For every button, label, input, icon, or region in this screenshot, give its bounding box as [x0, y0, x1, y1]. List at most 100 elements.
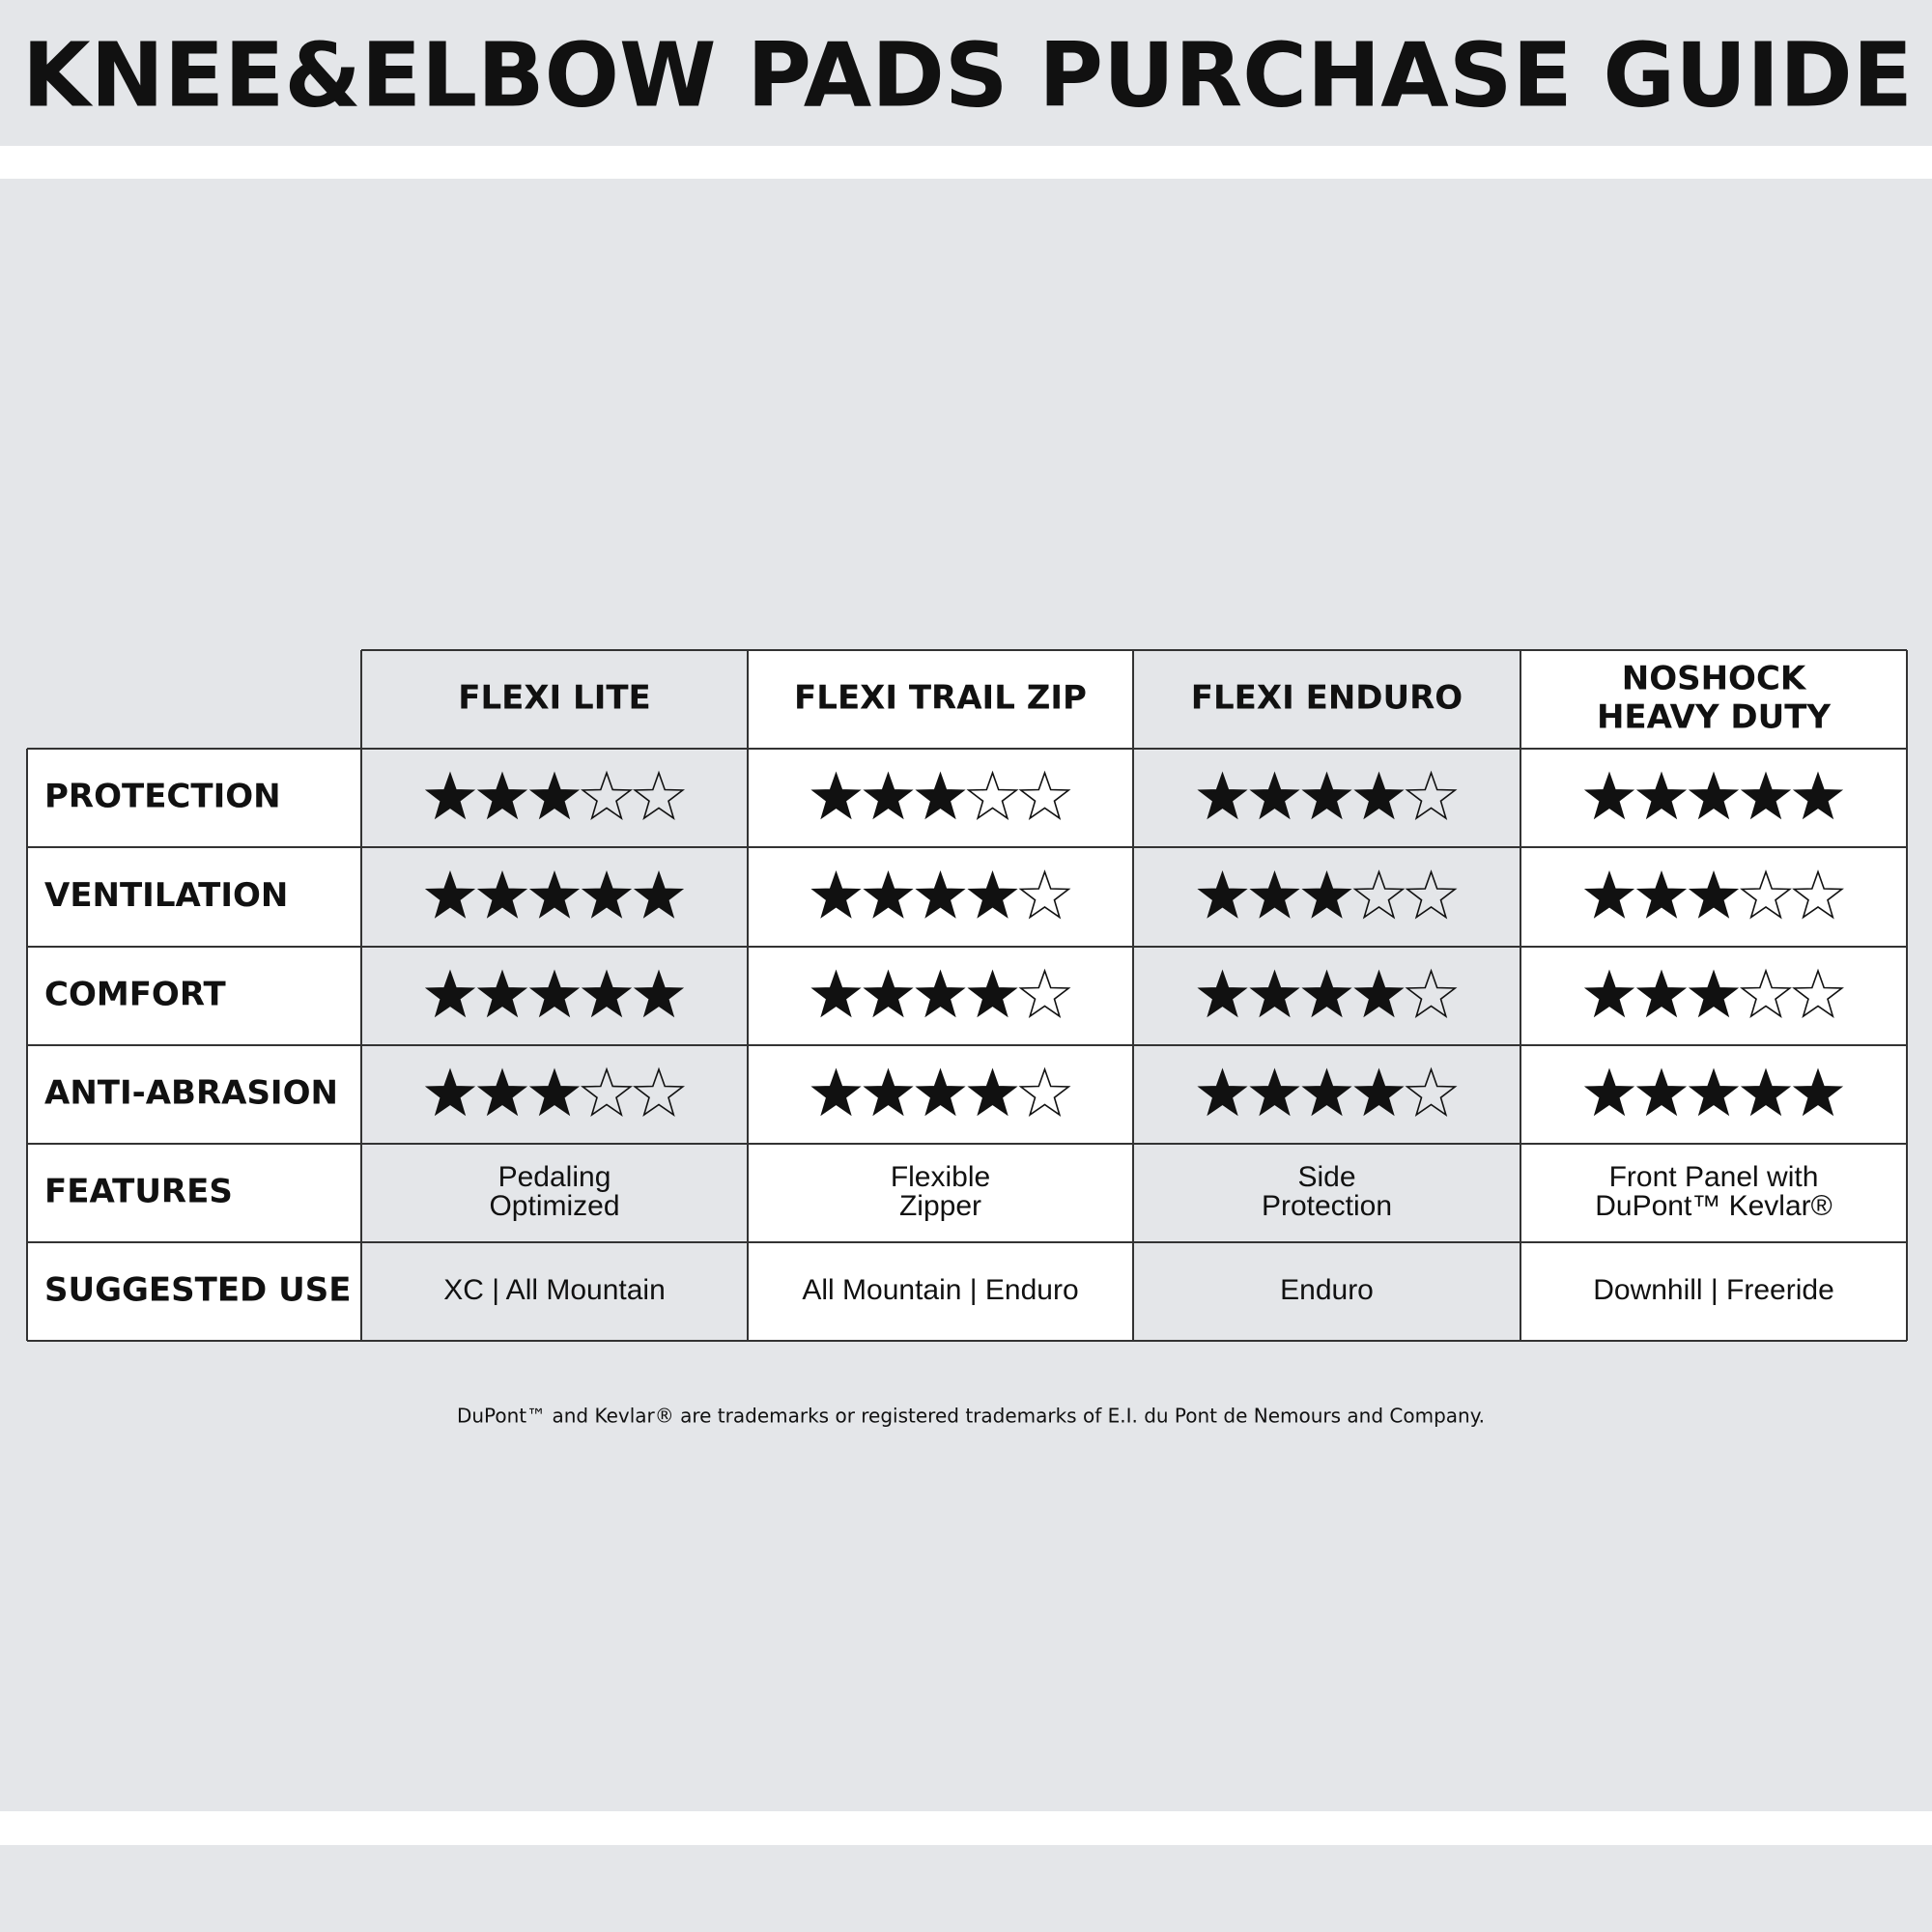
star-filled	[1583, 870, 1635, 919]
star-empty	[1740, 869, 1792, 920]
star-empty	[581, 1066, 633, 1117]
cell-bg	[1133, 1144, 1520, 1242]
star-filled	[1249, 1067, 1300, 1117]
star-filled	[1635, 870, 1688, 919]
star-filled	[915, 870, 966, 919]
star-filled	[915, 969, 966, 1018]
column-header: FLEXI TRAIL ZIP	[794, 679, 1087, 718]
use-text: All Mountain | Enduro	[802, 1274, 1078, 1306]
star-filled	[528, 1067, 581, 1117]
star-filled	[476, 870, 528, 919]
feature-text: Side	[1297, 1161, 1355, 1193]
star-filled	[1740, 1067, 1792, 1117]
star-filled	[476, 1067, 528, 1117]
star-filled	[810, 969, 862, 1018]
feature-text: DuPont™ Kevlar®	[1595, 1190, 1833, 1222]
star-filled	[1635, 1067, 1688, 1117]
row-label: VENTILATION	[44, 876, 288, 915]
star-filled	[967, 870, 1018, 919]
star-empty	[1018, 1066, 1071, 1117]
cell-bg	[1520, 650, 1907, 749]
star-filled	[1301, 1067, 1352, 1117]
star-empty	[633, 770, 685, 820]
star-filled	[633, 870, 685, 919]
column-header: NOSHOCK	[1622, 660, 1807, 698]
star-filled	[967, 1067, 1018, 1117]
star-filled	[1197, 969, 1248, 1018]
use-text: XC | All Mountain	[443, 1274, 666, 1306]
page-title: KNEE&ELBOW PADS PURCHASE GUIDE	[22, 23, 1913, 127]
star-empty	[1405, 1066, 1458, 1117]
star-empty	[1792, 968, 1844, 1018]
star-filled	[1583, 771, 1635, 820]
use-text: Downhill | Freeride	[1593, 1274, 1834, 1306]
star-filled	[1635, 771, 1688, 820]
star-filled	[581, 969, 633, 1018]
row-label: SUGGESTED USE	[44, 1271, 351, 1310]
star-filled	[1301, 771, 1352, 820]
footnote: DuPont™ and Kevlar® are trademarks or re…	[457, 1405, 1485, 1428]
star-filled	[1353, 969, 1405, 1018]
cell-bg	[748, 1144, 1133, 1242]
row-label: FEATURES	[44, 1173, 233, 1211]
cell-bg	[27, 749, 361, 847]
star-empty	[633, 1066, 685, 1117]
star-empty	[1740, 968, 1792, 1018]
star-empty	[1018, 869, 1071, 920]
star-filled	[1197, 771, 1248, 820]
star-filled	[1792, 771, 1844, 820]
cell-bg	[27, 847, 361, 947]
row-label: PROTECTION	[44, 778, 281, 816]
star-filled	[863, 969, 914, 1018]
cell-bg	[748, 650, 1133, 749]
cell-bg	[1520, 1242, 1907, 1341]
star-filled	[915, 771, 966, 820]
cell-bg	[27, 947, 361, 1045]
star-filled	[476, 969, 528, 1018]
star-empty	[1792, 869, 1844, 920]
band	[0, 1811, 1932, 1845]
star-empty	[1405, 770, 1458, 820]
star-filled	[1249, 870, 1300, 919]
star-filled	[915, 1067, 966, 1117]
feature-text: Flexible	[891, 1161, 990, 1193]
star-filled	[1301, 969, 1352, 1018]
star-filled	[581, 870, 633, 919]
star-filled	[1688, 870, 1740, 919]
star-filled	[810, 870, 862, 919]
star-empty	[1018, 770, 1071, 820]
cell-bg	[361, 1144, 748, 1242]
star-filled	[863, 1067, 914, 1117]
feature-text: Protection	[1262, 1190, 1392, 1222]
star-filled	[633, 969, 685, 1018]
cell-bg	[361, 650, 748, 749]
star-filled	[1249, 771, 1300, 820]
feature-text: Front Panel with	[1609, 1161, 1819, 1193]
star-empty	[966, 770, 1019, 820]
feature-text: Zipper	[899, 1190, 981, 1222]
star-filled	[528, 870, 581, 919]
cell-bg	[27, 1144, 361, 1242]
cell-bg	[1133, 1242, 1520, 1341]
star-filled	[528, 969, 581, 1018]
star-filled	[1740, 771, 1792, 820]
star-empty	[1405, 968, 1458, 1018]
star-filled	[528, 771, 581, 820]
star-filled	[1197, 870, 1248, 919]
star-filled	[1583, 1067, 1635, 1117]
star-filled	[424, 870, 476, 919]
column-header: FLEXI LITE	[458, 679, 651, 718]
star-filled	[1583, 969, 1635, 1018]
cell-bg	[27, 1045, 361, 1144]
star-filled	[1353, 771, 1405, 820]
column-header: HEAVY DUTY	[1597, 698, 1831, 737]
cell-bg	[361, 1242, 748, 1341]
feature-text: Pedaling	[498, 1161, 611, 1193]
star-filled	[1635, 969, 1688, 1018]
row-label: ANTI-ABRASION	[44, 1074, 338, 1113]
star-empty	[1405, 869, 1458, 920]
star-filled	[476, 771, 528, 820]
star-filled	[424, 1067, 476, 1117]
star-filled	[1792, 1067, 1844, 1117]
